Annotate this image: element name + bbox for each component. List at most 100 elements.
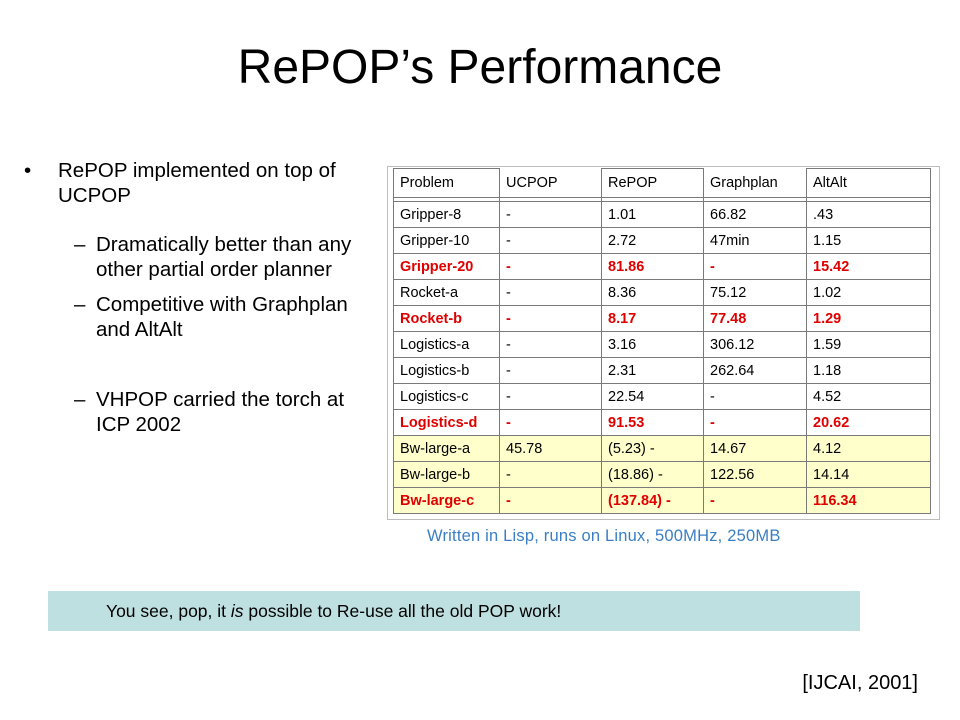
table-row: Bw-large-a 45.78 (5.23) -14.67 4.12	[393, 435, 931, 462]
table-cell: Gripper-20	[393, 253, 500, 280]
table-cell: 1.15	[806, 227, 931, 254]
table-cell: -	[499, 305, 602, 332]
column-header: RePOP	[601, 168, 704, 198]
table-cell: (5.23) -	[601, 435, 704, 462]
table-cell: 75.12	[703, 279, 807, 306]
table-row: Bw-large-c - (137.84) - -116.34	[393, 487, 931, 514]
header-separator	[393, 197, 931, 202]
sub-bullet-item: – Competitive with Graphplan and AltAlt	[22, 292, 362, 342]
table-row: Gripper-10-2.72 47min 1.15	[393, 227, 931, 254]
table-cell: 4.52	[806, 383, 931, 410]
table-cell: Rocket-b	[393, 305, 500, 332]
table-caption: Written in Lisp, runs on Linux, 500MHz, …	[427, 527, 781, 545]
table-cell: Gripper-10	[393, 227, 500, 254]
table-cell: -	[499, 331, 602, 358]
note-text: You see, pop, it is possible to Re-use a…	[106, 601, 562, 621]
table-row: Logistics-c -22.54-4.52	[393, 383, 931, 410]
table-cell: 45.78	[499, 435, 602, 462]
bullet-item: • RePOP implemented on top of UCPOP	[22, 158, 362, 208]
table-row: Bw-large-b - (18.86) -122.56 14.14	[393, 461, 931, 488]
table-cell: Logistics-a	[393, 331, 500, 358]
performance-grid: Problem UCPOP RePOP Graphplan AltAlt Gripper-…	[393, 168, 931, 514]
table-cell: Logistics-b	[393, 357, 500, 384]
table-row: Gripper-20-81.86-15.42	[393, 253, 931, 280]
table-cell: 1.18	[806, 357, 931, 384]
table-cell: -	[703, 253, 807, 280]
table-header-row: Problem UCPOP RePOP Graphplan AltAlt	[393, 168, 931, 198]
table-cell: Bw-large-a	[393, 435, 500, 462]
table-cell: 8.36	[601, 279, 704, 306]
table-cell: 1.59	[806, 331, 931, 358]
table-cell: -	[499, 253, 602, 280]
table-cell: .43	[806, 201, 931, 228]
table-cell: 2.72	[601, 227, 704, 254]
table-cell: -	[499, 201, 602, 228]
table-cell: 66.82	[703, 201, 807, 228]
bullet-text: VHPOP carried the torch at ICP 2002	[96, 388, 345, 436]
column-header: AltAlt	[806, 168, 931, 198]
table-cell: 14.14	[806, 461, 931, 488]
sub-bullet-item: – Dramatically better than any other par…	[22, 232, 362, 282]
table-cell: 14.67	[703, 435, 807, 462]
bullet-text: Dramatically better than any other parti…	[96, 233, 352, 281]
sub-bullet-item: – VHPOP carried the torch at ICP 2002	[22, 387, 362, 437]
note-emphasis: is	[230, 601, 244, 621]
table-cell: 116.34	[806, 487, 931, 514]
citation: [IJCAI, 2001]	[802, 672, 918, 694]
slide-title: RePOP’s Performance	[237, 41, 723, 94]
table-cell: -	[499, 487, 602, 514]
table-cell: 122.56	[703, 461, 807, 488]
table-cell: -	[499, 383, 602, 410]
table-cell: (137.84) -	[601, 487, 704, 514]
table-cell: 4.12	[806, 435, 931, 462]
table-cell: Gripper-8	[393, 201, 500, 228]
table-cell: -	[499, 357, 602, 384]
table-cell: 1.02	[806, 279, 931, 306]
table-cell: 3.16	[601, 331, 704, 358]
table-cell: 81.86	[601, 253, 704, 280]
table-cell: -	[499, 461, 602, 488]
table-cell: 15.42	[806, 253, 931, 280]
table-row: Gripper-8-1.01 66.82.43	[393, 201, 931, 228]
table-cell: 47min	[703, 227, 807, 254]
table-cell: Logistics-d	[393, 409, 500, 436]
table-cell: 1.01	[601, 201, 704, 228]
table-cell: Rocket-a	[393, 279, 500, 306]
bullet-marker: –	[74, 233, 86, 256]
table-row: Rocket-a -8.36 75.12 1.02	[393, 279, 931, 306]
table-row: Logistics-a -3.16 306.12 1.59	[393, 331, 931, 358]
performance-table: Problem UCPOP RePOP Graphplan AltAlt Gripper-…	[387, 166, 940, 520]
table-cell: 22.54	[601, 383, 704, 410]
table-cell: -	[499, 409, 602, 436]
table-cell: -	[499, 279, 602, 306]
bullet-text: Competitive with Graphplan and AltAlt	[96, 293, 348, 341]
table-cell: 2.31	[601, 357, 704, 384]
table-cell: 91.53	[601, 409, 704, 436]
column-header: Problem	[393, 168, 500, 198]
table-cell: 77.48	[703, 305, 807, 332]
table-cell: 306.12	[703, 331, 807, 358]
table-cell: Logistics-c	[393, 383, 500, 410]
bullet-text: RePOP implemented on top of UCPOP	[58, 159, 336, 207]
table-cell: -	[703, 383, 807, 410]
table-row: Logistics-d -91.53-20.62	[393, 409, 931, 436]
bullet-list: • RePOP implemented on top of UCPOP – Dr…	[22, 158, 362, 437]
bullet-marker: –	[74, 293, 86, 316]
table-cell: -	[703, 487, 807, 514]
table-cell: 8.17	[601, 305, 704, 332]
table-cell: -	[499, 227, 602, 254]
table-cell: 20.62	[806, 409, 931, 436]
table-row: Rocket-b -8.17 77.48 1.29	[393, 305, 931, 332]
bullet-marker: •	[24, 159, 32, 182]
table-cell: Bw-large-c	[393, 487, 500, 514]
table-cell: 262.64	[703, 357, 807, 384]
column-header: Graphplan	[703, 168, 807, 198]
bullet-marker: –	[74, 388, 86, 411]
note-banner: You see, pop, it is possible to Re-use a…	[48, 591, 860, 631]
column-header: UCPOP	[499, 168, 602, 198]
table-cell: -	[703, 409, 807, 436]
table-cell: (18.86) -	[601, 461, 704, 488]
table-cell: Bw-large-b	[393, 461, 500, 488]
table-cell: 1.29	[806, 305, 931, 332]
table-row: Logistics-b -2.31 262.64 1.18	[393, 357, 931, 384]
